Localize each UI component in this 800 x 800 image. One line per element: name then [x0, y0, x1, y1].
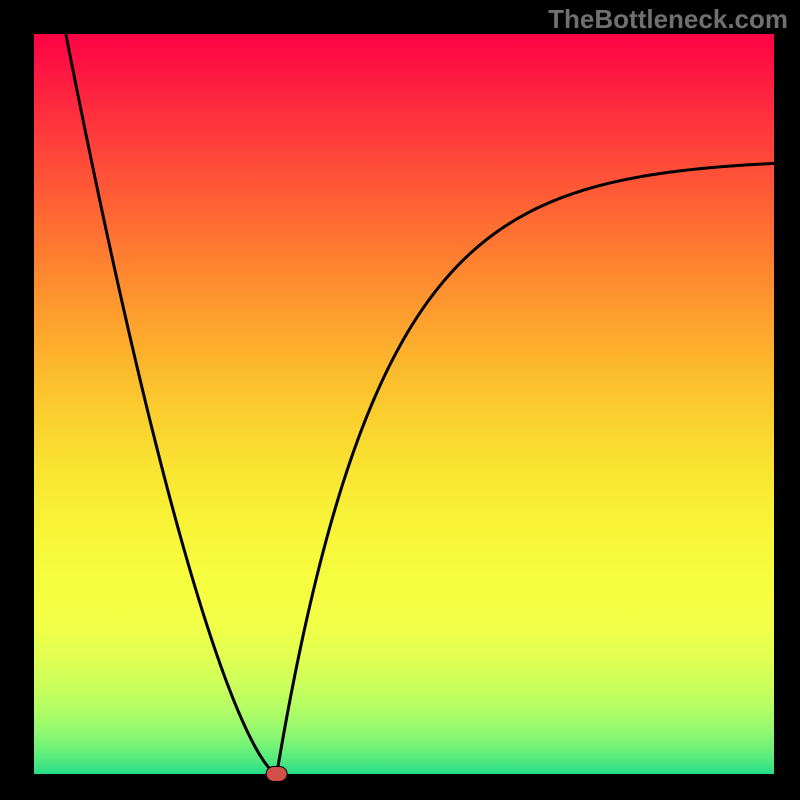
chart-svg — [34, 34, 774, 774]
watermark-text: TheBottleneck.com — [548, 4, 788, 35]
plot-area — [34, 34, 774, 774]
minimum-marker — [265, 766, 288, 782]
chart-frame: TheBottleneck.com — [0, 0, 800, 800]
bottleneck-curve — [66, 34, 774, 774]
